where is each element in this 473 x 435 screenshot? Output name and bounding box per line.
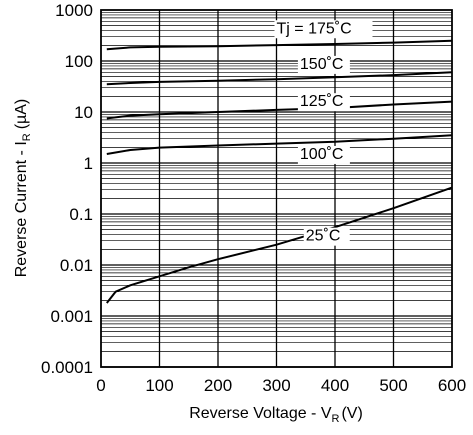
y-tick-labels: 0.0001 0.001 0.01 0.1 1 10 100 1000 [41, 1, 93, 377]
series-label-4: 25˚C [306, 228, 341, 245]
x-tick-label: 600 [438, 376, 466, 395]
grid [101, 10, 452, 368]
series-line-3 [106, 134, 453, 155]
series-label-background [297, 145, 350, 164]
series-label-3: 100˚C [300, 146, 344, 163]
y-tick-label: 0.0001 [41, 358, 93, 377]
plot-frame [100, 9, 453, 368]
series-line-1 [106, 71, 453, 86]
series-line-2 [106, 100, 453, 120]
series-label-0: Tj = 175˚C [277, 20, 352, 37]
series-label-2: 125˚C [300, 93, 344, 110]
y-tick-label: 1000 [55, 1, 93, 20]
x-tick-label: 100 [145, 376, 173, 395]
series-curves [106, 39, 453, 304]
series-label-background [274, 20, 373, 39]
series-label-background [303, 227, 350, 246]
y-tick-label: 10 [74, 103, 93, 122]
x-tick-label: 200 [204, 376, 232, 395]
x-axis-title: Reverse Voltage - VR (V) [189, 405, 363, 425]
x-tick-labels: 0 100 200 300 400 500 600 [96, 376, 466, 395]
series-line-0 [106, 39, 453, 51]
y-tick-label: 0.01 [60, 256, 93, 275]
y-tick-label: 100 [65, 52, 93, 71]
series-line-4 [106, 186, 453, 304]
series-label-1: 150˚C [300, 56, 344, 73]
series-label-background [297, 93, 350, 112]
y-tick-label: 1 [84, 154, 93, 173]
series-labels: Tj = 175˚C 150˚C 125˚C 100˚C 25˚C [274, 20, 373, 246]
series-label-background [297, 55, 350, 74]
y-axis-title: Reverse Current - IR(µA) [13, 99, 33, 278]
x-tick-label: 300 [262, 376, 290, 395]
x-tick-label: 0 [96, 376, 105, 395]
y-tick-label: 0.1 [69, 205, 93, 224]
x-tick-label: 400 [321, 376, 349, 395]
y-tick-label: 0.001 [50, 307, 93, 326]
x-tick-label: 500 [379, 376, 407, 395]
